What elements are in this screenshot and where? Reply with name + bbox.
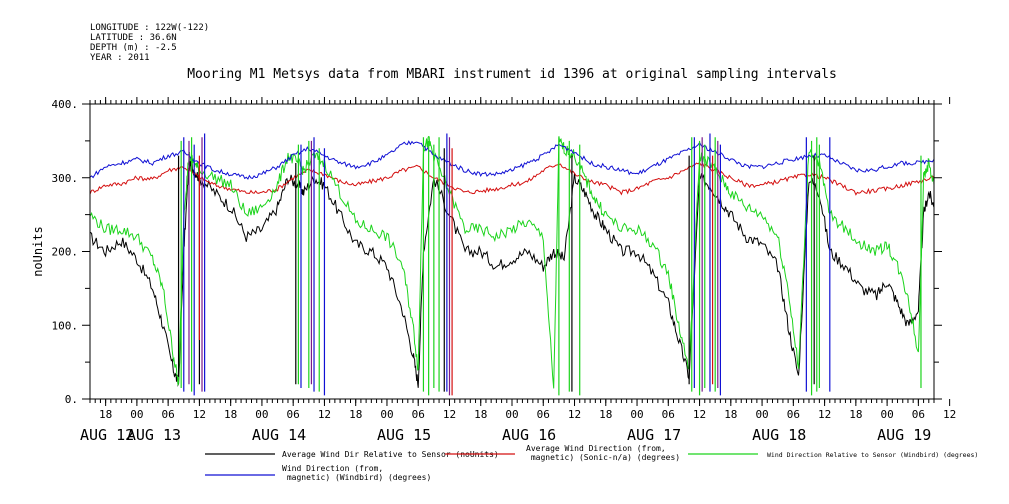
x-tick-label: 06: [662, 408, 675, 421]
x-tick-label: 18: [849, 408, 862, 421]
day-label: AUG 19: [877, 426, 931, 444]
legend-label-line: magnetic) (Sonic-n/a) (degrees): [526, 453, 680, 462]
y-tick-label: 400.: [52, 98, 79, 111]
legend-label: Wind Direction Relative to Sensor (Windb…: [767, 451, 978, 459]
series-line: [90, 157, 934, 388]
year-label: YEAR : 2011: [90, 53, 150, 63]
x-tick-label: 12: [943, 408, 956, 421]
x-tick-label: 06: [162, 408, 175, 421]
series-line: [90, 135, 934, 389]
x-tick-label: 12: [693, 408, 706, 421]
y-tick-label: 300.: [52, 172, 79, 185]
day-label: AUG 18: [752, 426, 806, 444]
legend-label: Average Wind Direction (from, magnetic) …: [526, 444, 680, 462]
y-axis-label: noUnits: [31, 226, 45, 277]
day-label: AUG 12: [80, 426, 134, 444]
legend-label-line: Wind Direction (from,: [282, 464, 383, 473]
x-tick-label: 06: [287, 408, 300, 421]
x-tick-label: 00: [255, 408, 268, 421]
x-tick-label: 06: [412, 408, 425, 421]
x-tick-label: 18: [724, 408, 737, 421]
legend-label: Wind Direction (from, magnetic) (Windbir…: [282, 464, 431, 482]
x-tick-label: 18: [224, 408, 237, 421]
day-label: AUG 14: [252, 426, 306, 444]
depth-label: DEPTH (m) : -2.5: [90, 43, 177, 53]
legend-label: Average Wind Dir Relative to Sensor (noU…: [282, 450, 499, 459]
day-label: AUG 17: [627, 426, 681, 444]
legend: Average Wind Dir Relative to Sensor (noU…: [205, 444, 978, 482]
x-tick-label: 06: [787, 408, 800, 421]
day-label: AUG 16: [502, 426, 556, 444]
x-tick-label: 06: [912, 408, 925, 421]
x-tick-label: 18: [474, 408, 487, 421]
x-tick-label: 00: [380, 408, 393, 421]
chart-title: Mooring M1 Metsys data from MBARI instru…: [187, 67, 837, 82]
x-tick-label: 00: [630, 408, 643, 421]
x-tick-label: 12: [818, 408, 831, 421]
x-tick-label: 00: [755, 408, 768, 421]
series-group: [90, 133, 934, 396]
x-tick-label: 12: [568, 408, 581, 421]
day-label: AUG 13: [127, 426, 181, 444]
y-tick-label: 200.: [52, 246, 79, 259]
x-tick-label: 18: [599, 408, 612, 421]
legend-label-line: Average Wind Dir Relative to Sensor (noU…: [282, 450, 499, 459]
x-tick-label: 18: [99, 408, 112, 421]
latitude-label: LATITUDE : 36.6N: [90, 33, 177, 43]
x-tick-label: 00: [880, 408, 893, 421]
series-line: [90, 140, 934, 180]
series-line: [90, 161, 934, 196]
legend-label-line: Average Wind Direction (from,: [526, 444, 666, 453]
axes: 0. 100. 200. 300. 400. noUnits 18 00 06 12 18 00 06 1…: [31, 97, 956, 444]
x-tick-label: 12: [318, 408, 331, 421]
x-tick-label: 12: [443, 408, 456, 421]
y-tick-label: 100.: [52, 319, 79, 332]
day-label: AUG 15: [377, 426, 431, 444]
x-tick-label: 00: [130, 408, 143, 421]
x-tick-label: 06: [537, 408, 550, 421]
legend-label-line: magnetic) (Windbird) (degrees): [282, 473, 431, 482]
longitude-label: LONGITUDE : 122W(-122): [90, 23, 210, 33]
x-tick-label: 12: [193, 408, 206, 421]
x-tick-label: 18: [349, 408, 362, 421]
plot-area: [90, 133, 934, 396]
plot-frame: [89, 103, 935, 400]
legend-label-line: Wind Direction Relative to Sensor (Windb…: [767, 451, 978, 459]
y-tick-label: 0.: [65, 393, 78, 406]
x-tick-label: 00: [505, 408, 518, 421]
